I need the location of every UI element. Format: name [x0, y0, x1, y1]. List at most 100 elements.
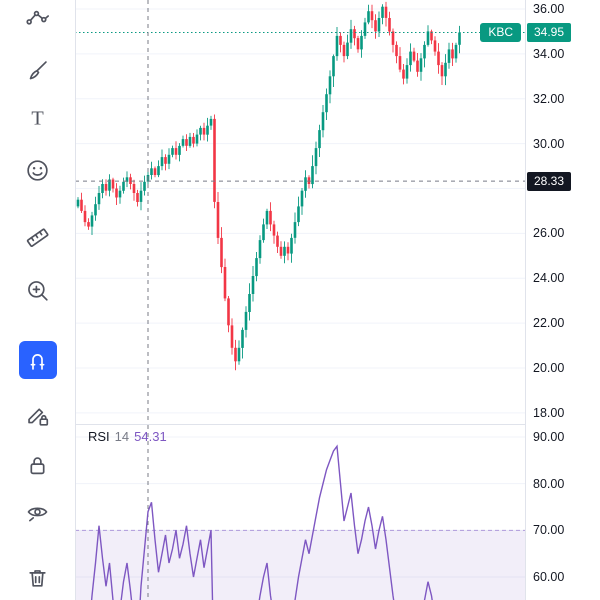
candle-body [283, 246, 286, 256]
candle-body [143, 181, 146, 191]
brush-tool-button[interactable] [16, 48, 60, 92]
lock-all-tool-button[interactable] [16, 443, 60, 487]
rsi-axis-label: 80.00 [533, 476, 565, 491]
candle-body [237, 347, 241, 362]
candle-body [223, 267, 227, 299]
candle-body [132, 184, 136, 193]
candle-body [251, 276, 255, 294]
magnet-tool-button[interactable] [18, 341, 57, 379]
candle-body [335, 35, 339, 57]
candle-body [111, 179, 115, 189]
candle-body [150, 168, 153, 175]
candle-body [272, 224, 276, 236]
candle-body [227, 298, 230, 326]
rsi-line [90, 444, 433, 600]
rsi-title: RSI [88, 429, 110, 444]
candle-body [297, 206, 300, 223]
candle-body [426, 31, 430, 45]
symbol-badge: KBC [480, 23, 521, 43]
price-axis[interactable]: 34.95 28.33 36.00 34.00 32.00 30.00 26.00 24.… [525, 0, 600, 600]
candle-body [220, 237, 223, 268]
price-axis-label: 30.00 [533, 136, 565, 151]
candle-body [195, 134, 199, 144]
price-axis-label: 36.00 [533, 1, 565, 16]
last-price-badge: 34.95 [527, 23, 572, 43]
text-tool-button[interactable]: T [16, 96, 60, 140]
candle-body [115, 188, 118, 198]
candle-body [416, 60, 419, 72]
measure-tool-button[interactable] [16, 215, 60, 259]
candle-body [384, 6, 388, 18]
candle-body [262, 224, 265, 241]
price-axis-label: 20.00 [533, 361, 565, 375]
candle-body [188, 136, 192, 146]
price-axis-label: 32.00 [533, 91, 565, 106]
candle-body [328, 76, 332, 95]
candle-body [174, 148, 178, 155]
candle-body [265, 210, 269, 225]
candle-body [353, 29, 356, 39]
candle-body [157, 166, 160, 176]
lock-icon [30, 456, 45, 474]
zoom-in-tool-button[interactable] [16, 268, 60, 312]
candle-body [139, 190, 143, 202]
candle-body [206, 125, 209, 135]
text-icon: T [31, 107, 44, 129]
price-axis-label: 24.00 [533, 271, 565, 286]
candle-body [108, 179, 111, 191]
pattern-tool-button[interactable] [16, 0, 60, 40]
drawing-lock-tool-button[interactable] [16, 393, 60, 437]
chart-area[interactable]: KBC RSI 14 54.31 [75, 0, 525, 600]
ruler-icon [26, 228, 49, 247]
candle-body [381, 6, 384, 18]
candle-body [213, 118, 216, 202]
candle-body [192, 136, 195, 144]
candle-body [255, 258, 258, 277]
price-axis-label: 26.00 [533, 226, 565, 241]
rsi-legend[interactable]: RSI 14 54.31 [88, 429, 167, 444]
candle-body [458, 32, 461, 45]
svg-text:T: T [31, 107, 44, 129]
crosshair-price-badge: 28.33 [527, 171, 572, 191]
candle-body [412, 51, 416, 61]
pane-separator[interactable] [75, 424, 600, 425]
candle-body [171, 148, 174, 155]
rsi-pane[interactable] [75, 425, 525, 600]
emoji-tool-button[interactable] [16, 148, 60, 192]
candle-body [164, 157, 167, 164]
eye-icon [27, 506, 48, 521]
remove-all-tool-button[interactable] [16, 556, 60, 600]
candle-body [325, 94, 328, 113]
candle-body [419, 58, 423, 72]
candle-body [290, 237, 293, 254]
candle-body [444, 62, 447, 77]
candle-body [339, 35, 342, 45]
candle-body [97, 193, 101, 205]
candle-body [181, 139, 185, 146]
candle-body [216, 202, 220, 238]
drawing-toolbar: T [0, 0, 76, 600]
candle-body [286, 246, 290, 254]
candle-body [279, 246, 283, 256]
price-axis-label: 34.00 [533, 46, 565, 61]
candle-body [241, 329, 244, 348]
rsi-value: 54.31 [134, 429, 167, 444]
candle-body [363, 22, 367, 36]
candle-body [360, 35, 363, 50]
candle-body [178, 145, 181, 155]
rsi-axis-label: 70.00 [533, 523, 565, 538]
candle-body [104, 184, 108, 191]
candle-body [101, 184, 104, 193]
candle-body [405, 65, 409, 79]
candle-body [318, 130, 321, 149]
pencil-lock-icon [28, 407, 49, 426]
candle-body [125, 177, 129, 182]
price-pane[interactable] [75, 0, 525, 425]
candle-body [118, 190, 122, 198]
candle-body [94, 204, 97, 216]
rsi-band [75, 530, 525, 600]
candle-body [160, 157, 164, 167]
hide-all-tool-button[interactable] [16, 490, 60, 534]
candle-body [234, 347, 237, 362]
